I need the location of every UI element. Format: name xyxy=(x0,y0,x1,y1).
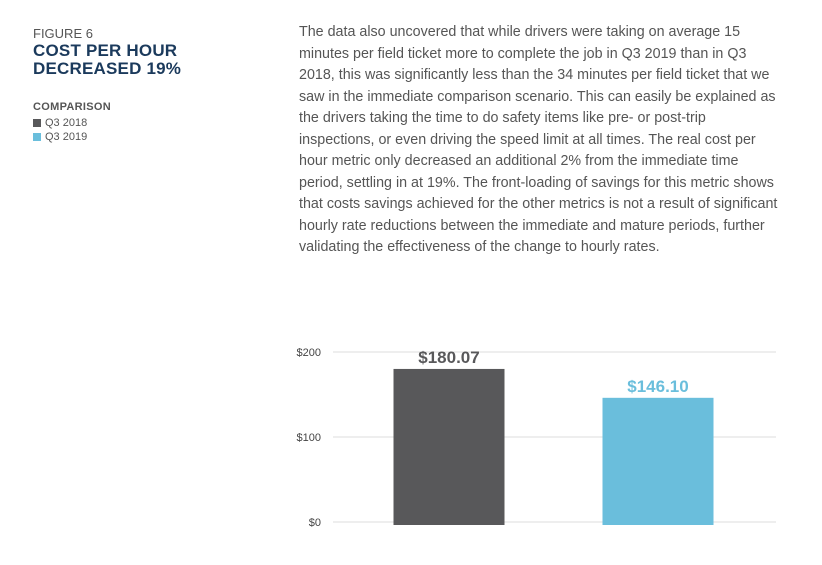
legend-swatch-q3-2018 xyxy=(33,119,41,127)
legend-item-q3-2019: Q3 2019 xyxy=(33,130,87,144)
bar-q3-2019 xyxy=(602,397,714,525)
comparison-heading: COMPARISON xyxy=(33,101,111,113)
legend-item-q3-2018: Q3 2018 xyxy=(33,116,87,130)
data-label-q3-2018: $180.07 xyxy=(418,348,479,367)
legend-label-q3-2018: Q3 2018 xyxy=(45,117,88,129)
figure-label: FIGURE 6 xyxy=(33,26,93,41)
legend: Q3 2018 Q3 2019 xyxy=(33,116,87,144)
data-label-q3-2019: $146.10 xyxy=(627,377,688,396)
legend-label-q3-2019: Q3 2019 xyxy=(45,131,88,143)
y-tick-label: $200 xyxy=(297,347,321,359)
bar-q3-2018 xyxy=(393,368,505,525)
legend-swatch-q3-2019 xyxy=(33,133,41,141)
figure-title: COST PER HOUR DECREASED 19% xyxy=(33,41,182,78)
y-tick-label: $100 xyxy=(297,432,321,444)
y-tick-label: $0 xyxy=(309,517,321,529)
body-paragraph: The data also uncovered that while drive… xyxy=(299,24,778,255)
